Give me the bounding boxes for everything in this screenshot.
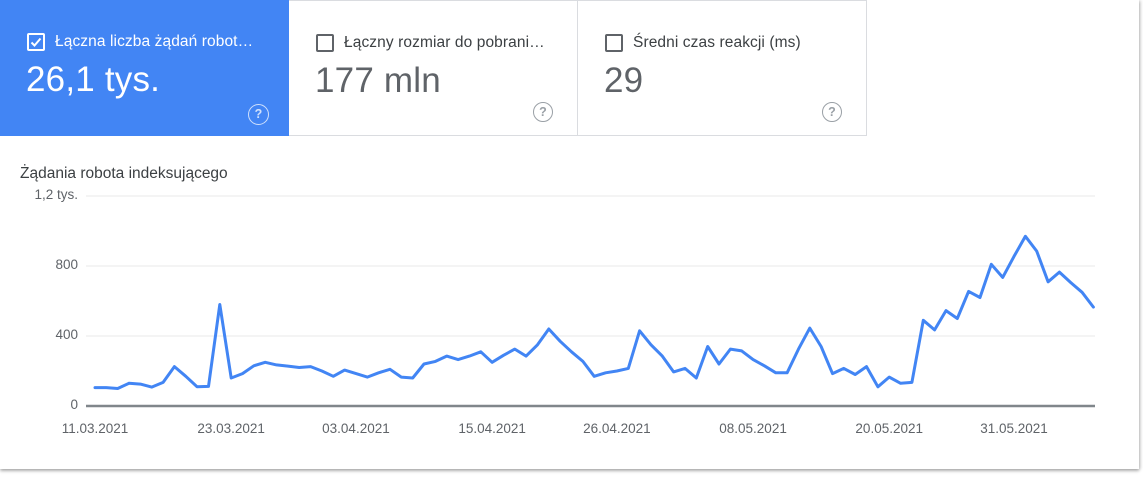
checkbox-unchecked-icon[interactable] [316,34,334,52]
x-axis-tick-label: 23.03.2021 [197,421,265,436]
metric-tile-total-crawl-requests[interactable]: Łączna liczba żądań robot… 26,1 tys. ? [0,0,289,136]
metric-label: Średni czas reakcji (ms) [633,34,801,51]
x-axis-tick-label: 11.03.2021 [61,421,129,436]
checkbox-unchecked-icon[interactable] [605,34,623,52]
help-icon[interactable]: ? [248,104,269,125]
y-axis-tick-label: 1,2 tys. [34,187,78,202]
x-axis-tick-label: 08.05.2021 [719,421,787,436]
help-icon[interactable]: ? [533,102,553,122]
metric-header: Średni czas reakcji (ms) [605,34,801,52]
metric-value: 26,1 tys. [26,60,161,99]
metric-label: Łączny rozmiar do pobrani… [344,34,545,51]
crawl-requests-chart: Żądania robota indeksującego 1,2 tys. 800… [0,140,1143,469]
metric-header: Łączna liczba żądań robot… [27,33,253,51]
checkmark-icon [30,37,42,47]
metric-header: Łączny rozmiar do pobrani… [316,34,545,52]
metric-tile-average-response-time[interactable]: Średni czas reakcji (ms) 29 ? [578,0,867,136]
x-axis-tick-label: 03.04.2021 [322,421,390,436]
checkbox-checked-icon[interactable] [27,33,45,51]
y-axis-tick-label: 400 [55,327,78,342]
x-axis-tick-label: 20.05.2021 [855,421,923,436]
y-axis-tick-label: 800 [55,257,78,272]
chart-title: Żądania robota indeksującego [20,165,228,182]
crawl-stats-card: Łączna liczba żądań robot… 26,1 tys. ? Ł… [0,0,1139,436]
metric-value: 29 [604,61,644,100]
y-axis-tick-label: 0 [70,397,78,412]
line-chart-plot[interactable] [0,140,1143,469]
x-axis-tick-label: 15.04.2021 [458,421,526,436]
metrics-row: Łączna liczba żądań robot… 26,1 tys. ? Ł… [0,0,1139,136]
metric-label: Łączna liczba żądań robot… [55,33,254,50]
x-axis-tick-label: 31.05.2021 [980,421,1048,436]
help-icon[interactable]: ? [822,102,842,122]
metric-tile-total-download-size[interactable]: Łączny rozmiar do pobrani… 177 mln ? [289,0,578,136]
metric-value: 177 mln [315,61,441,100]
x-axis-tick-label: 26.04.2021 [583,421,651,436]
crawl-requests-series-line [93,234,1095,390]
